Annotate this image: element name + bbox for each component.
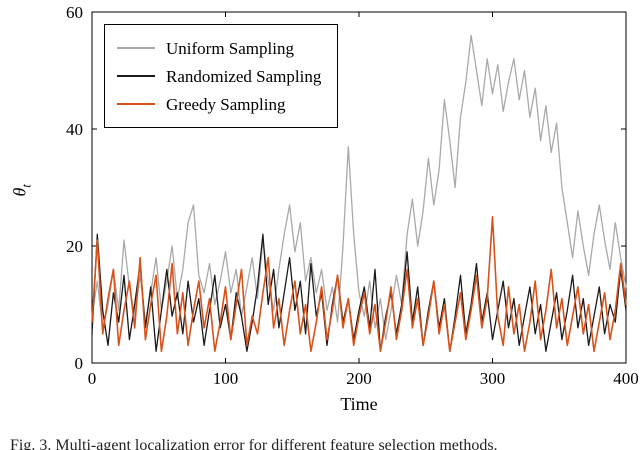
y-tick-label: 20	[66, 237, 83, 256]
figure-caption: Fig. 3. Multi-agent localization error f…	[10, 437, 498, 450]
series-line-2	[91, 216, 627, 353]
x-tick-label: 200	[346, 369, 372, 388]
y-tick-label: 40	[66, 120, 83, 139]
legend-line-uniform-icon	[117, 47, 155, 49]
legend-line-randomized-icon	[117, 75, 155, 77]
legend-item-uniform: Uniform Sampling	[117, 34, 321, 62]
x-tick-label: 100	[213, 369, 239, 388]
y-axis-label-sub: t	[18, 184, 34, 188]
y-axis-label-theta: θ	[9, 187, 30, 197]
legend-item-greedy: Greedy Sampling	[117, 90, 321, 118]
legend: Uniform Sampling Randomized Sampling Gre…	[104, 24, 339, 128]
x-tick-label: 300	[480, 369, 506, 388]
series-line-1	[91, 233, 627, 352]
x-tick-label: 400	[613, 369, 639, 388]
series-line-0	[91, 34, 627, 341]
legend-item-randomized: Randomized Sampling	[117, 62, 321, 90]
y-tick-label: 60	[66, 3, 83, 22]
x-tick-label: 0	[88, 369, 97, 388]
x-axis-label: Time	[340, 394, 378, 414]
legend-label-randomized: Randomized Sampling	[166, 66, 322, 86]
legend-line-greedy-icon	[117, 103, 155, 105]
y-axis-label: θt	[10, 170, 35, 210]
legend-label-uniform: Uniform Sampling	[166, 38, 294, 58]
legend-label-greedy: Greedy Sampling	[166, 94, 286, 114]
y-tick-label: 0	[75, 354, 84, 373]
